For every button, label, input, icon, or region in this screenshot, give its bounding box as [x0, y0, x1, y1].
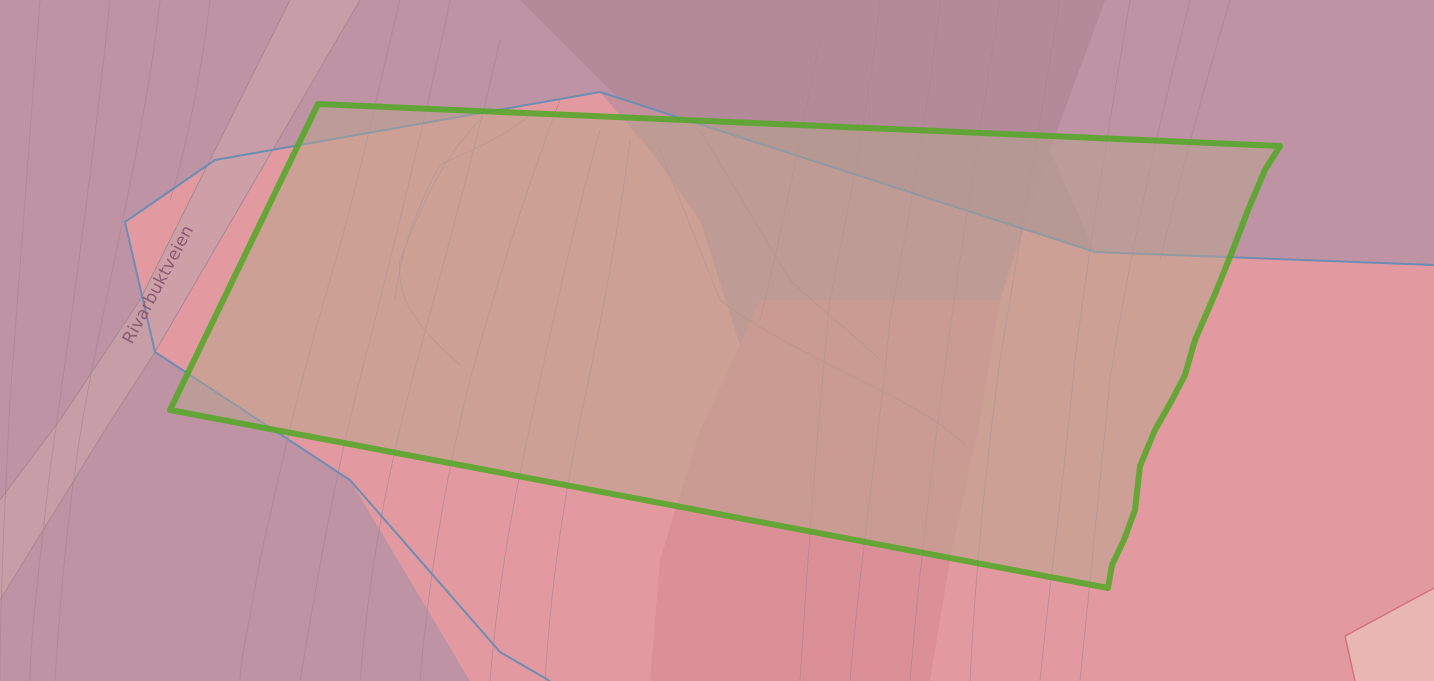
light-pink-corner — [1345, 588, 1434, 681]
road-edge-left — [0, 0, 291, 501]
property-boundary-line — [123, 91, 601, 681]
corner-edge — [1344, 587, 1434, 637]
selected-area-polygon[interactable] — [167, 101, 1283, 591]
contour-lines — [0, 0, 1231, 681]
dark-pink-band — [650, 300, 1000, 681]
property-boundary-line-east — [599, 91, 1434, 266]
corner-edge-2 — [1344, 635, 1356, 681]
road-edge-right — [0, 0, 361, 601]
upper-band-overlap — [600, 92, 1095, 345]
